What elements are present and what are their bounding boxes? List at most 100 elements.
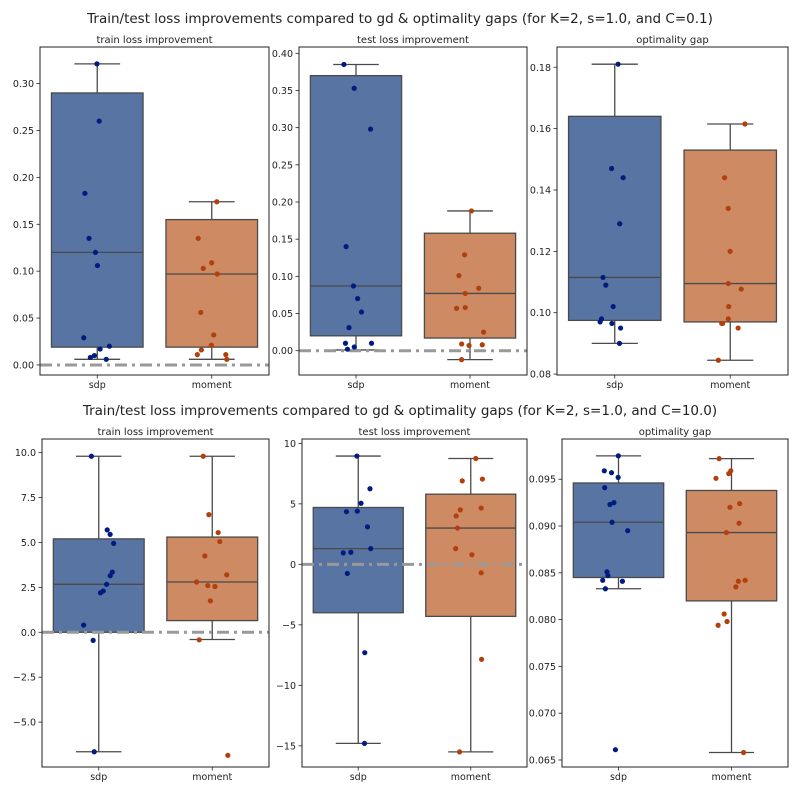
data-point-moment [196, 637, 202, 643]
y-tick-label: 0.05 [13, 314, 34, 325]
y-tick-label: 0.16 [530, 124, 551, 135]
y-tick-label: 0.10 [530, 308, 551, 319]
data-point-sdp [107, 531, 113, 537]
data-point-sdp [81, 335, 87, 341]
box-sdp [572, 482, 665, 579]
data-point-sdp [104, 527, 110, 533]
x-tick-label-sdp: sdp [89, 380, 106, 391]
subplot-title: train loss improvement [97, 427, 213, 438]
data-point-moment [469, 552, 475, 558]
data-point-sdp [608, 470, 615, 476]
data-point-sdp [355, 296, 361, 302]
axes-frame [298, 46, 528, 376]
y-tick-label: 0.35 [272, 86, 293, 97]
x-tick-label-sdp: sdp [350, 772, 367, 783]
y-tick-label: 7.5 [21, 493, 36, 504]
data-point-sdp [348, 549, 354, 555]
axes-frame [561, 438, 789, 768]
data-point-moment [481, 329, 487, 335]
data-point-sdp [343, 509, 350, 515]
data-point-moment [742, 577, 748, 583]
y-tick-label: 0.18 [530, 63, 551, 74]
data-point-moment [737, 500, 743, 507]
data-point-sdp [358, 500, 364, 506]
axes-frame [556, 46, 789, 376]
y-tick-label: 0.0 [21, 628, 36, 639]
y-tick-label: 0.15 [13, 220, 34, 231]
data-point-moment [742, 121, 748, 127]
subplot-1: train loss improvement 0.00 0.05 0.10 0.15 0.… [13, 35, 270, 391]
data-point-sdp [619, 578, 626, 584]
data-point-sdp [362, 650, 368, 656]
data-point-sdp [94, 61, 100, 67]
data-point-moment [462, 304, 468, 311]
data-point-moment [461, 252, 468, 258]
data-point-sdp [612, 747, 619, 753]
data-point-sdp [609, 519, 615, 525]
data-point-sdp [97, 346, 103, 352]
data-point-sdp [368, 546, 374, 552]
data-point-moment [738, 286, 744, 292]
data-point-moment [208, 342, 214, 348]
x-tick-label-sdp: sdp [347, 380, 364, 391]
data-point-moment [715, 622, 721, 628]
y-tick-label: 0.30 [13, 79, 34, 90]
data-point-moment [727, 504, 733, 510]
data-point-moment [476, 285, 482, 291]
data-point-sdp [367, 486, 373, 492]
data-point-sdp [111, 540, 117, 546]
data-point-moment [735, 325, 741, 331]
data-point-sdp [367, 126, 374, 132]
data-point-sdp [605, 573, 611, 579]
data-point-sdp [104, 581, 110, 587]
data-point-sdp [90, 637, 96, 643]
data-point-moment [466, 342, 472, 349]
y-tick-label: 0.14 [530, 185, 551, 196]
y-tick-label: −5.0 [13, 718, 36, 729]
data-point-moment [453, 513, 459, 519]
y-tick-label: 0.05 [272, 309, 293, 320]
data-point-moment [223, 352, 229, 358]
box-sdp [52, 538, 145, 633]
data-point-moment [478, 570, 484, 576]
data-point-sdp [611, 500, 617, 506]
box-moment [166, 536, 259, 622]
data-point-moment [721, 611, 727, 617]
y-tick-label: 0.075 [529, 662, 556, 673]
y-tick-label: 0.15 [272, 235, 293, 246]
data-point-moment [194, 352, 200, 358]
y-tick-label: 0.20 [272, 198, 293, 209]
y-tick-label: 10.0 [15, 448, 36, 459]
data-point-sdp [361, 740, 368, 747]
y-tick-label: 0.10 [272, 272, 293, 283]
box-sdp [309, 74, 403, 337]
x-tick-label-moment: moment [710, 380, 750, 391]
data-point-sdp [92, 249, 99, 256]
data-point-moment [459, 478, 465, 484]
box-sdp [567, 115, 662, 322]
data-point-moment [733, 584, 739, 590]
data-point-sdp [603, 282, 609, 288]
data-point-moment [478, 656, 485, 662]
y-tick-label: 2.5 [21, 583, 36, 594]
y-tick-label: 0 [290, 560, 296, 571]
data-point-moment [453, 305, 460, 311]
data-point-sdp [597, 319, 603, 325]
data-point-sdp [344, 570, 350, 577]
data-point-sdp [344, 346, 351, 352]
data-point-sdp [607, 501, 613, 508]
y-tick-label: 0.085 [529, 568, 556, 579]
data-point-moment [212, 583, 218, 590]
y-tick-label: −15 [276, 741, 296, 752]
data-point-moment [723, 529, 729, 536]
data-point-sdp [107, 573, 113, 579]
data-point-sdp [103, 356, 109, 362]
y-tick-label: −5 [282, 620, 296, 631]
subplot-title: optimality gap [639, 427, 711, 438]
data-point-sdp [82, 190, 88, 196]
data-point-moment [198, 309, 204, 316]
data-point-moment [193, 579, 200, 585]
y-tick-label: 0.25 [272, 160, 293, 171]
x-tick-label-sdp: sdp [610, 772, 627, 783]
